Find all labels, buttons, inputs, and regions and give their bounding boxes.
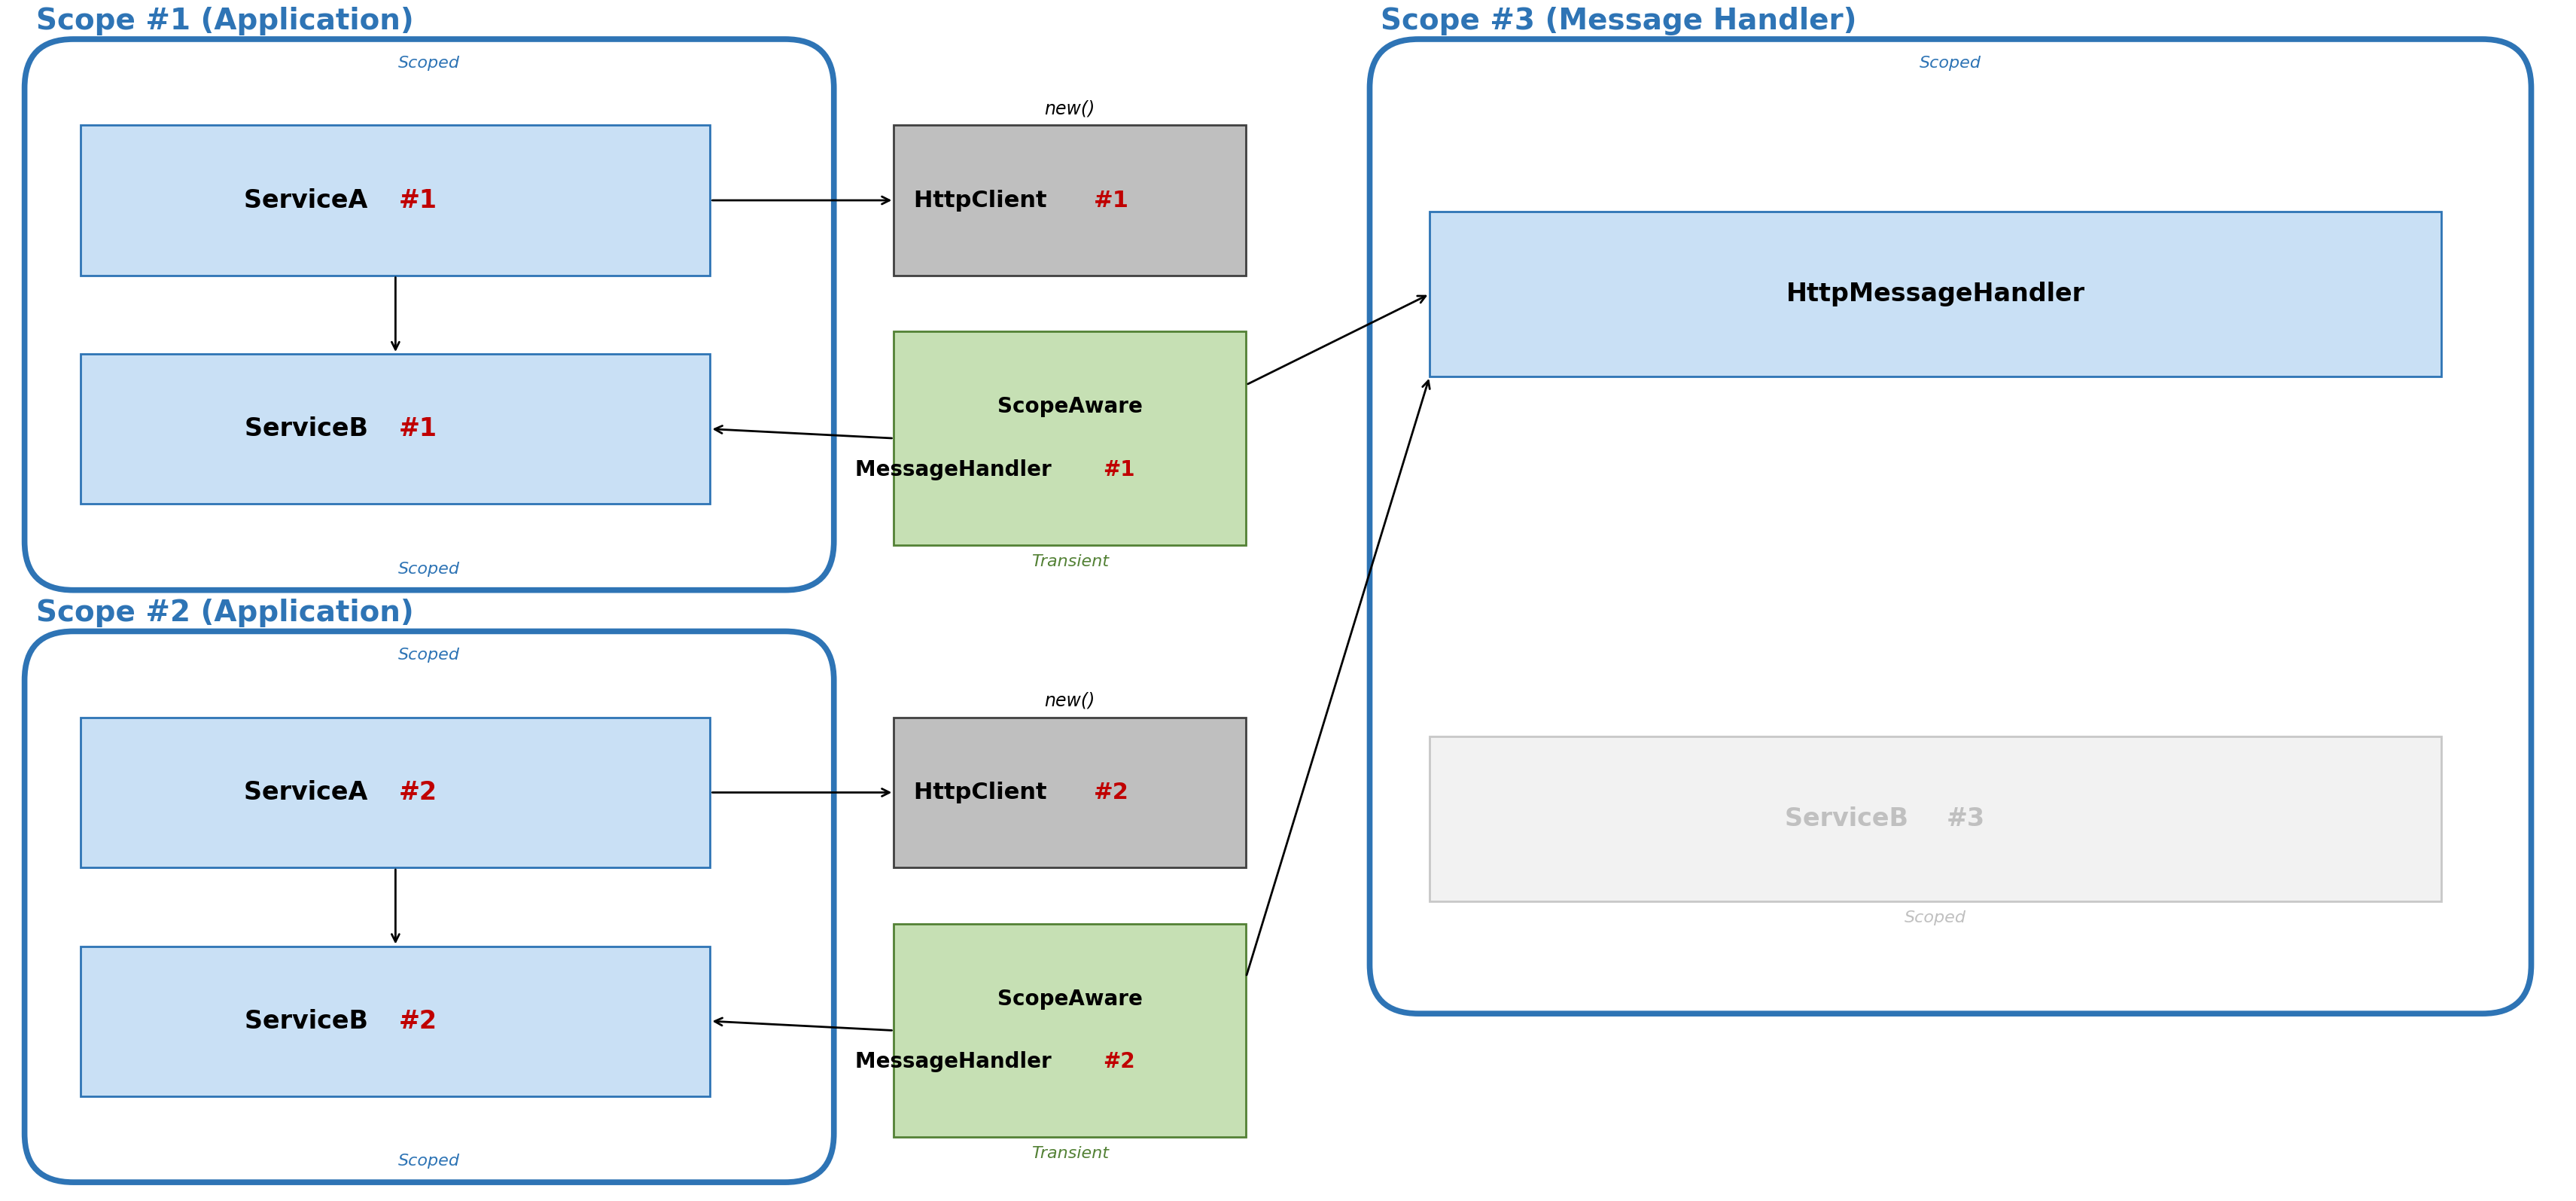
Text: ServiceA: ServiceA — [245, 781, 376, 805]
FancyBboxPatch shape — [894, 717, 1247, 867]
Text: ServiceB: ServiceB — [245, 1009, 376, 1034]
Text: Scoped: Scoped — [1919, 55, 1981, 71]
Text: Scoped: Scoped — [399, 55, 461, 71]
Text: Scoped: Scoped — [399, 1154, 461, 1169]
Text: Scope #1 (Application): Scope #1 (Application) — [36, 7, 415, 35]
Text: ServiceA: ServiceA — [245, 187, 376, 213]
FancyBboxPatch shape — [894, 331, 1247, 545]
FancyBboxPatch shape — [1430, 736, 2442, 901]
Text: #1: #1 — [399, 187, 438, 213]
Text: ScopeAware: ScopeAware — [997, 988, 1144, 1010]
FancyBboxPatch shape — [26, 632, 835, 1182]
Text: #1: #1 — [1103, 459, 1133, 480]
Text: ScopeAware: ScopeAware — [997, 396, 1144, 418]
Text: new(): new() — [1046, 692, 1095, 710]
Text: Scope #2 (Application): Scope #2 (Application) — [36, 599, 415, 628]
Text: Transient: Transient — [1030, 1146, 1108, 1161]
FancyBboxPatch shape — [894, 125, 1247, 275]
FancyBboxPatch shape — [894, 924, 1247, 1137]
Text: MessageHandler: MessageHandler — [855, 1051, 1059, 1072]
FancyBboxPatch shape — [26, 40, 835, 590]
Text: ServiceB: ServiceB — [245, 417, 376, 441]
Text: HttpMessageHandler: HttpMessageHandler — [1785, 281, 2084, 306]
FancyBboxPatch shape — [1430, 211, 2442, 376]
FancyBboxPatch shape — [1370, 40, 2532, 1014]
Text: #2: #2 — [1103, 1051, 1133, 1072]
FancyBboxPatch shape — [80, 946, 711, 1097]
Text: #2: #2 — [399, 781, 438, 805]
Text: Scope #3 (Message Handler): Scope #3 (Message Handler) — [1381, 7, 1857, 35]
FancyBboxPatch shape — [80, 354, 711, 504]
Text: Scoped: Scoped — [1904, 910, 1965, 925]
Text: #1: #1 — [1092, 190, 1128, 211]
Text: HttpClient: HttpClient — [914, 782, 1056, 803]
FancyBboxPatch shape — [80, 125, 711, 275]
FancyBboxPatch shape — [80, 717, 711, 867]
Text: #3: #3 — [1947, 806, 1984, 831]
Text: #1: #1 — [399, 417, 438, 441]
Text: #2: #2 — [1092, 782, 1128, 803]
Text: ServiceB: ServiceB — [1785, 806, 1917, 831]
Text: MessageHandler: MessageHandler — [855, 459, 1059, 480]
Text: Scoped: Scoped — [399, 562, 461, 576]
Text: Transient: Transient — [1030, 554, 1108, 569]
Text: new(): new() — [1046, 100, 1095, 118]
Text: Scoped: Scoped — [399, 647, 461, 663]
Text: #2: #2 — [399, 1009, 438, 1034]
Text: HttpClient: HttpClient — [914, 190, 1056, 211]
